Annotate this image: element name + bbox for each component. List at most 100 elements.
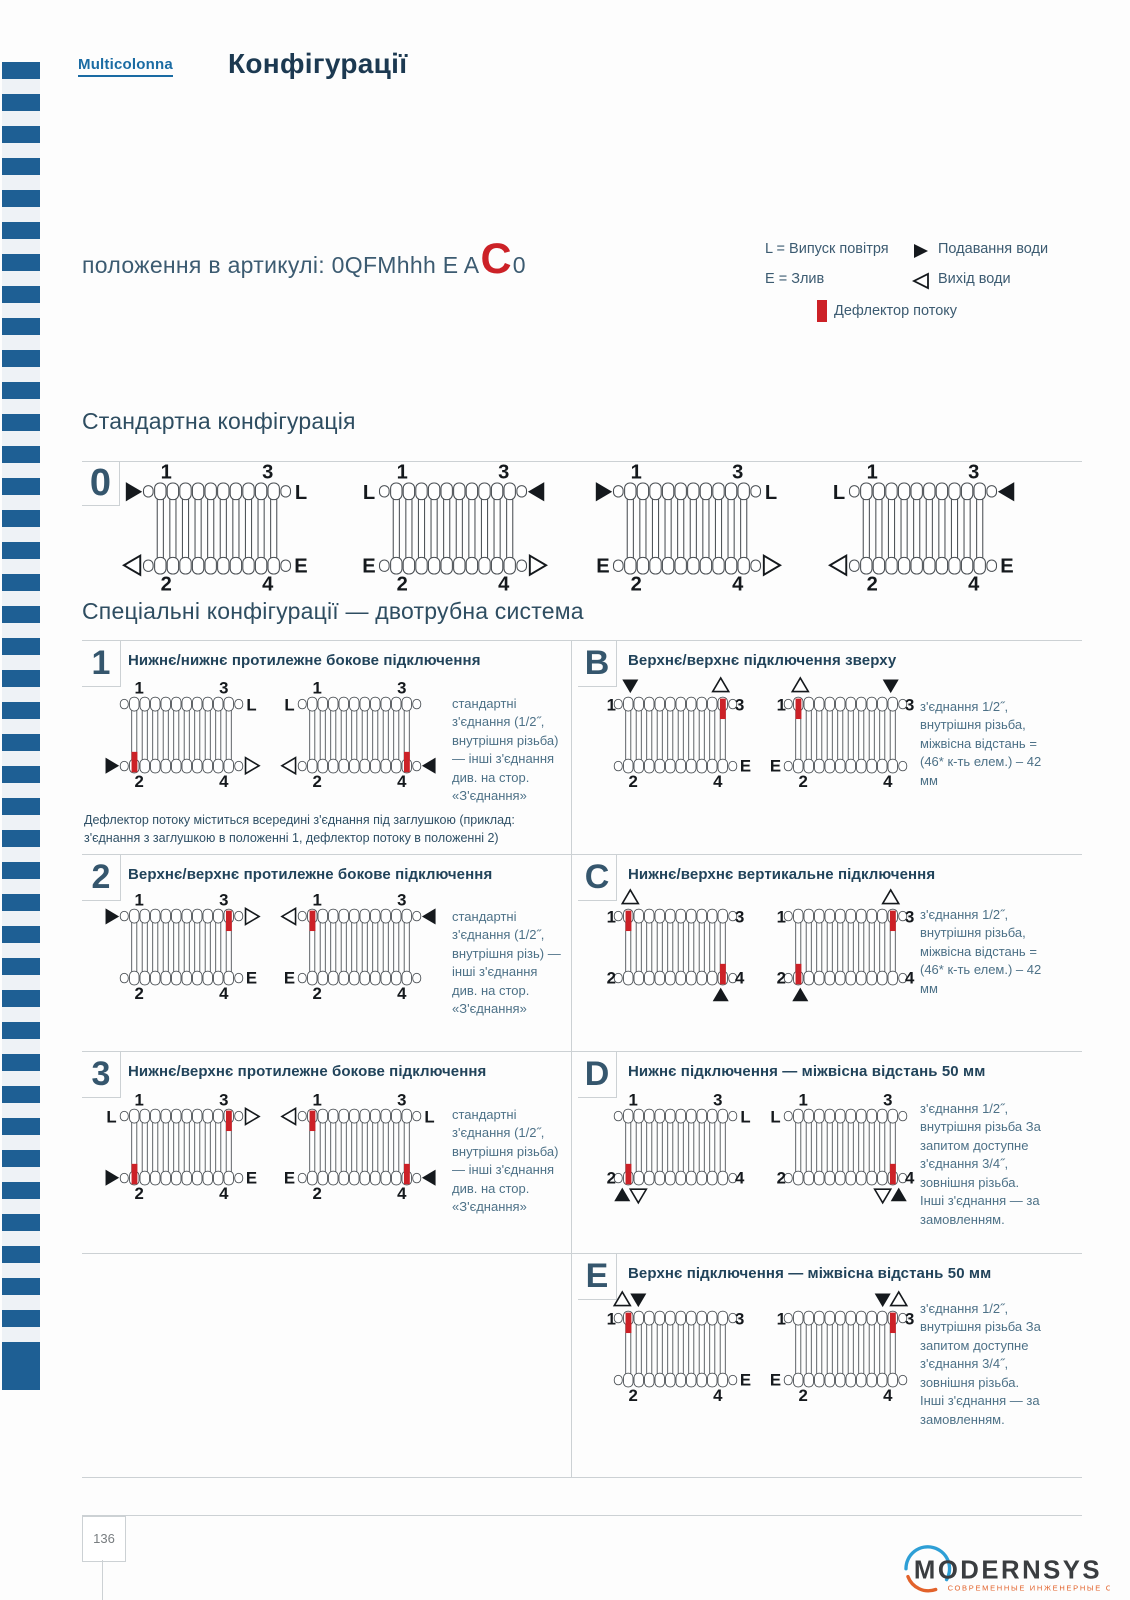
- article-highlight: C: [480, 235, 512, 283]
- table-divider: [82, 1253, 1082, 1254]
- svg-text:L: L: [833, 482, 845, 504]
- svg-text:3: 3: [397, 1091, 406, 1110]
- row-1-note: стандартні з'єднання (1/2˝, внутрішня рі…: [452, 696, 559, 804]
- svg-text:2: 2: [161, 574, 172, 596]
- svg-text:E: E: [284, 1169, 295, 1188]
- svg-text:1: 1: [777, 907, 786, 926]
- svg-text:3: 3: [397, 679, 406, 698]
- radiator-diagram: 1 3 2 4: [758, 880, 933, 1008]
- radiator-diagram: 1 3 2 4 L E: [582, 448, 792, 602]
- svg-text:3: 3: [905, 1309, 914, 1328]
- svg-text:4: 4: [735, 969, 745, 988]
- svg-text:3: 3: [219, 891, 228, 910]
- row-B-note: з'єднання 1/2˝, внутрішня різьба, міжвіс…: [920, 699, 1042, 788]
- svg-text:E: E: [740, 757, 751, 776]
- svg-text:3: 3: [735, 1309, 744, 1328]
- svg-text:4: 4: [219, 984, 229, 1003]
- svg-text:L: L: [770, 1107, 780, 1126]
- table-column-divider: [571, 640, 572, 1477]
- svg-text:E: E: [1000, 555, 1013, 577]
- svg-text:E: E: [596, 555, 609, 577]
- svg-text:3: 3: [732, 462, 743, 484]
- svg-text:1: 1: [607, 695, 616, 714]
- svg-text:1: 1: [607, 907, 616, 926]
- logo-blue-arc: [904, 1545, 952, 1582]
- row-C-id: C: [578, 854, 617, 901]
- legend-drain: E = Злив: [765, 271, 825, 287]
- svg-text:E: E: [284, 969, 295, 988]
- svg-text:L: L: [106, 1107, 116, 1126]
- table-divider: [82, 1051, 1082, 1052]
- svg-text:2: 2: [631, 574, 642, 596]
- svg-text:1: 1: [629, 1091, 638, 1110]
- svg-text:L: L: [284, 695, 294, 714]
- svg-text:L: L: [424, 1107, 434, 1126]
- row-2-note: стандартні з'єднання (1/2˝, внутрішня рі…: [452, 909, 561, 1017]
- svg-text:2: 2: [313, 1184, 322, 1203]
- svg-text:4: 4: [219, 772, 229, 791]
- svg-text:4: 4: [397, 772, 407, 791]
- svg-text:2: 2: [607, 1169, 616, 1188]
- row-1-id: 1: [82, 640, 121, 687]
- svg-text:2: 2: [799, 772, 808, 791]
- legend-water-outlet: Вихід води: [938, 271, 1011, 287]
- svg-text:1: 1: [777, 1309, 786, 1328]
- svg-text:2: 2: [777, 969, 786, 988]
- svg-text:L: L: [295, 482, 307, 504]
- svg-text:4: 4: [883, 772, 893, 791]
- svg-text:1: 1: [777, 695, 786, 714]
- svg-text:3: 3: [735, 695, 744, 714]
- svg-text:4: 4: [713, 1386, 723, 1405]
- radiator-diagram: 1 3 2 4 L E: [272, 1080, 447, 1208]
- svg-text:E: E: [294, 555, 307, 577]
- row-D-title: Нижнє підключення — міжвісна відстань 50…: [628, 1063, 986, 1080]
- svg-text:3: 3: [219, 1091, 228, 1110]
- svg-text:4: 4: [905, 969, 915, 988]
- svg-text:4: 4: [732, 574, 744, 596]
- svg-text:3: 3: [883, 1091, 892, 1110]
- page-number-box: 136: [82, 1516, 126, 1562]
- row-D-note: з'єднання 1/2˝, внутрішня різьба За запи…: [920, 1101, 1041, 1227]
- row-B-id: B: [578, 640, 617, 687]
- binding-stripes-end: [2, 1356, 40, 1390]
- svg-text:1: 1: [135, 891, 144, 910]
- outlet-arrow-icon: [911, 272, 931, 295]
- logo-orange-arc: [906, 1574, 938, 1593]
- svg-text:1: 1: [135, 1091, 144, 1110]
- table-divider: [82, 1477, 1082, 1478]
- svg-text:4: 4: [905, 1169, 915, 1188]
- row-C-title: Нижнє/верхнє вертикальне підключення: [628, 866, 936, 883]
- svg-text:2: 2: [867, 574, 878, 596]
- svg-text:4: 4: [883, 1386, 893, 1405]
- logo-name: MODERNSYS: [914, 1557, 1102, 1585]
- svg-text:2: 2: [313, 772, 322, 791]
- radiator-diagram: 1 3 2 4 L: [758, 1080, 933, 1208]
- svg-text:4: 4: [219, 1184, 229, 1203]
- radiator-diagram: 1 3 2 4: [588, 880, 763, 1008]
- svg-text:3: 3: [735, 907, 744, 926]
- article-suffix: 0: [512, 252, 526, 278]
- row0-id: 0: [82, 461, 120, 506]
- row-B-title: Верхнє/верхнє підключення зверху: [628, 652, 897, 669]
- article-prefix: положення в артикулі: 0QFMhhh E A: [82, 252, 480, 278]
- svg-text:4: 4: [735, 1169, 745, 1188]
- svg-text:1: 1: [313, 891, 322, 910]
- legend-water-supply: Подавання води: [938, 241, 1049, 257]
- radiator-diagram: 1 3 2 4 L E: [94, 1080, 269, 1208]
- svg-text:2: 2: [135, 984, 144, 1003]
- row-E-title: Верхнє підключення — міжвісна відстань 5…: [628, 1265, 992, 1282]
- radiator-diagram: 1 3 2 4 L: [272, 668, 447, 796]
- svg-text:E: E: [362, 555, 375, 577]
- row-3-id: 3: [82, 1051, 121, 1098]
- radiator-diagram: 1 3 2 4 L E: [818, 448, 1028, 602]
- svg-text:4: 4: [397, 1184, 407, 1203]
- svg-text:4: 4: [262, 574, 274, 596]
- svg-text:2: 2: [799, 1386, 808, 1405]
- svg-text:E: E: [770, 757, 781, 776]
- radiator-diagram: 1 3 2 4 L E: [348, 448, 558, 602]
- row-2-id: 2: [82, 854, 121, 901]
- row-D-id: D: [578, 1051, 617, 1098]
